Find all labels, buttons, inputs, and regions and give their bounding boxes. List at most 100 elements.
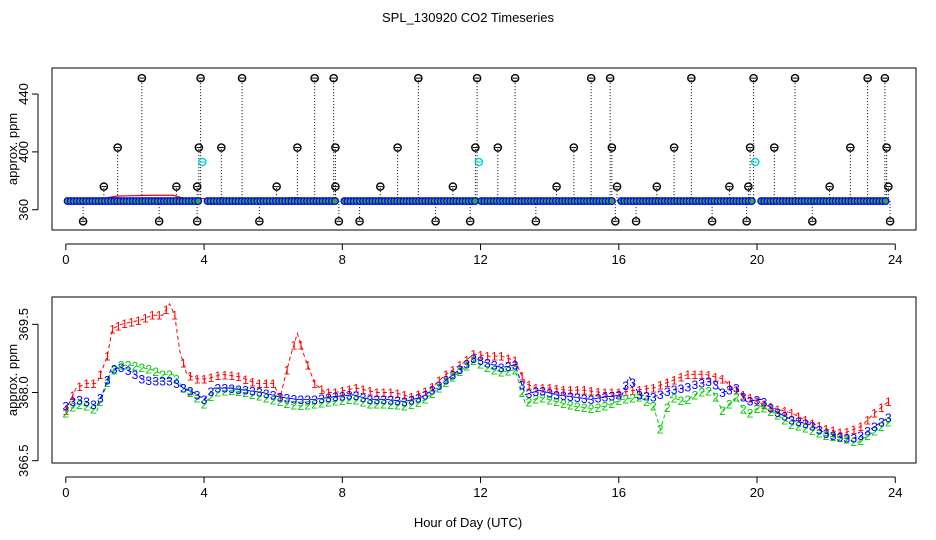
top-x-tick-label: 12 <box>473 252 487 267</box>
outlier-point <box>612 182 622 191</box>
outlier-point <box>687 73 696 83</box>
series-2-symbol: 2 <box>201 397 208 411</box>
baseline-point <box>607 197 616 206</box>
outlier-point <box>99 182 109 191</box>
series-3-symbol: 3 <box>615 389 622 403</box>
series-1-symbol: 1 <box>242 373 249 387</box>
series-3-symbol: 3 <box>698 376 705 390</box>
series-2-symbol: 2 <box>539 391 546 405</box>
series-2-symbol: 2 <box>588 402 595 416</box>
series-2-symbol: 2 <box>332 395 339 409</box>
series-3-symbol: 3 <box>781 410 788 424</box>
series-2-symbol: 2 <box>228 384 235 398</box>
series-3-symbol: 3 <box>823 427 830 441</box>
series-2-symbol: 2 <box>581 401 588 415</box>
series-1-symbol: 1 <box>781 405 788 419</box>
series-3-symbol: 3 <box>221 381 228 395</box>
bottom-y-tick-label: 366.5 <box>16 444 31 477</box>
series-1-symbol: 1 <box>149 309 156 323</box>
series-3-symbol: 3 <box>546 386 553 400</box>
outlier-point <box>448 182 458 191</box>
series-2-symbol: 2 <box>422 392 429 406</box>
series-2-symbol: 2 <box>443 376 450 390</box>
series-3-symbol: 3 <box>132 368 139 382</box>
series-3-symbol: 3 <box>456 363 463 377</box>
series-1-symbol: 1 <box>885 395 892 409</box>
series-1-symbol: 1 <box>878 401 885 415</box>
series-2-symbol: 2 <box>844 433 851 447</box>
cyan-point <box>198 157 207 167</box>
series-1-symbol: 1 <box>850 423 857 437</box>
series-1-symbol: 1 <box>864 413 871 427</box>
series-2-symbol: 2 <box>519 386 526 400</box>
bottom-x-tick-label: 24 <box>888 485 902 500</box>
series-3-symbol: 3 <box>650 391 657 405</box>
series-2-symbol: 2 <box>484 361 491 375</box>
series-3-symbol: 3 <box>374 393 381 407</box>
series-2-symbol: 2 <box>367 397 374 411</box>
series-1-symbol: 1 <box>380 386 387 400</box>
series-1-symbol: 1 <box>353 381 360 395</box>
series-3-symbol: 3 <box>788 413 795 427</box>
outlier-point <box>884 182 893 191</box>
top-x-axis: 0 4 8 12 16 20 24 <box>62 243 902 267</box>
series-2-symbol: 2 <box>208 390 215 404</box>
series-2-symbol: 2 <box>180 381 187 395</box>
series-1-symbol: 1 <box>401 389 408 403</box>
outlier-point <box>154 217 164 226</box>
series-2-symbol: 2 <box>90 403 97 417</box>
series-1-symbol: 1 <box>754 395 761 409</box>
outlier-point <box>846 143 855 152</box>
series-1-symbol: 1 <box>115 319 122 333</box>
outlier-point <box>744 182 753 191</box>
series-1-symbol: 1 <box>346 383 353 397</box>
series-1-symbol: 1 <box>816 420 823 434</box>
series-2-symbol: 2 <box>609 397 616 411</box>
series-1-symbol: 1 <box>318 383 325 397</box>
series-1-symbol: 1 <box>201 372 208 386</box>
outlier-point <box>414 73 423 83</box>
series-2-symbol: 2 <box>747 406 754 420</box>
series-1-symbol: 1 <box>235 370 242 384</box>
series-2-symbol: 2 <box>574 400 581 414</box>
series-2-symbol: 2 <box>774 409 781 423</box>
series-1-symbol: 1 <box>657 379 664 393</box>
series-2-symbol: 2 <box>456 365 463 379</box>
series-3-symbol: 3 <box>740 391 747 405</box>
series-3-symbol: 3 <box>850 431 857 445</box>
outlier-point <box>725 182 734 191</box>
outlier-point <box>272 182 281 191</box>
top-x-tick-label: 8 <box>339 252 346 267</box>
series-1-symbol: 1 <box>484 350 491 364</box>
series-3-symbol: 3 <box>367 393 374 407</box>
outlier-point <box>742 217 751 226</box>
series-1-symbol: 1 <box>249 376 256 390</box>
series-1-symbol: 1 <box>733 384 740 398</box>
series-3-symbol: 3 <box>249 385 256 399</box>
series-2-symbol: 2 <box>733 391 740 405</box>
series-3-symbol: 3 <box>318 392 325 406</box>
outlier-point <box>808 217 817 226</box>
series-1-symbol: 1 <box>857 420 864 434</box>
outlier-point <box>393 143 402 152</box>
series-1-symbol: 1 <box>228 369 235 383</box>
top-x-tick-label: 20 <box>750 252 764 267</box>
outlier-point <box>707 217 717 226</box>
series-1-symbol: 1 <box>809 417 816 431</box>
x-axis-label: Hour of Day (UTC) <box>414 515 522 530</box>
series-1-symbol: 1 <box>135 314 142 328</box>
series-2-symbol: 2 <box>346 393 353 407</box>
outlier-point <box>770 143 779 152</box>
series-1-symbol: 1 <box>761 398 768 412</box>
series-1-symbol: 1 <box>629 384 636 398</box>
series-3-symbol: 3 <box>159 375 166 389</box>
series-2-symbol: 2 <box>698 385 705 399</box>
series-1-symbol: 1 <box>609 386 616 400</box>
series-2-symbol: 2 <box>291 399 298 413</box>
series-2-symbol: 2 <box>166 368 173 382</box>
series-2-symbol: 2 <box>325 396 332 410</box>
outlier-point <box>586 73 596 83</box>
series-1-symbol: 1 <box>62 404 69 418</box>
series-1-symbol: 1 <box>256 377 263 391</box>
